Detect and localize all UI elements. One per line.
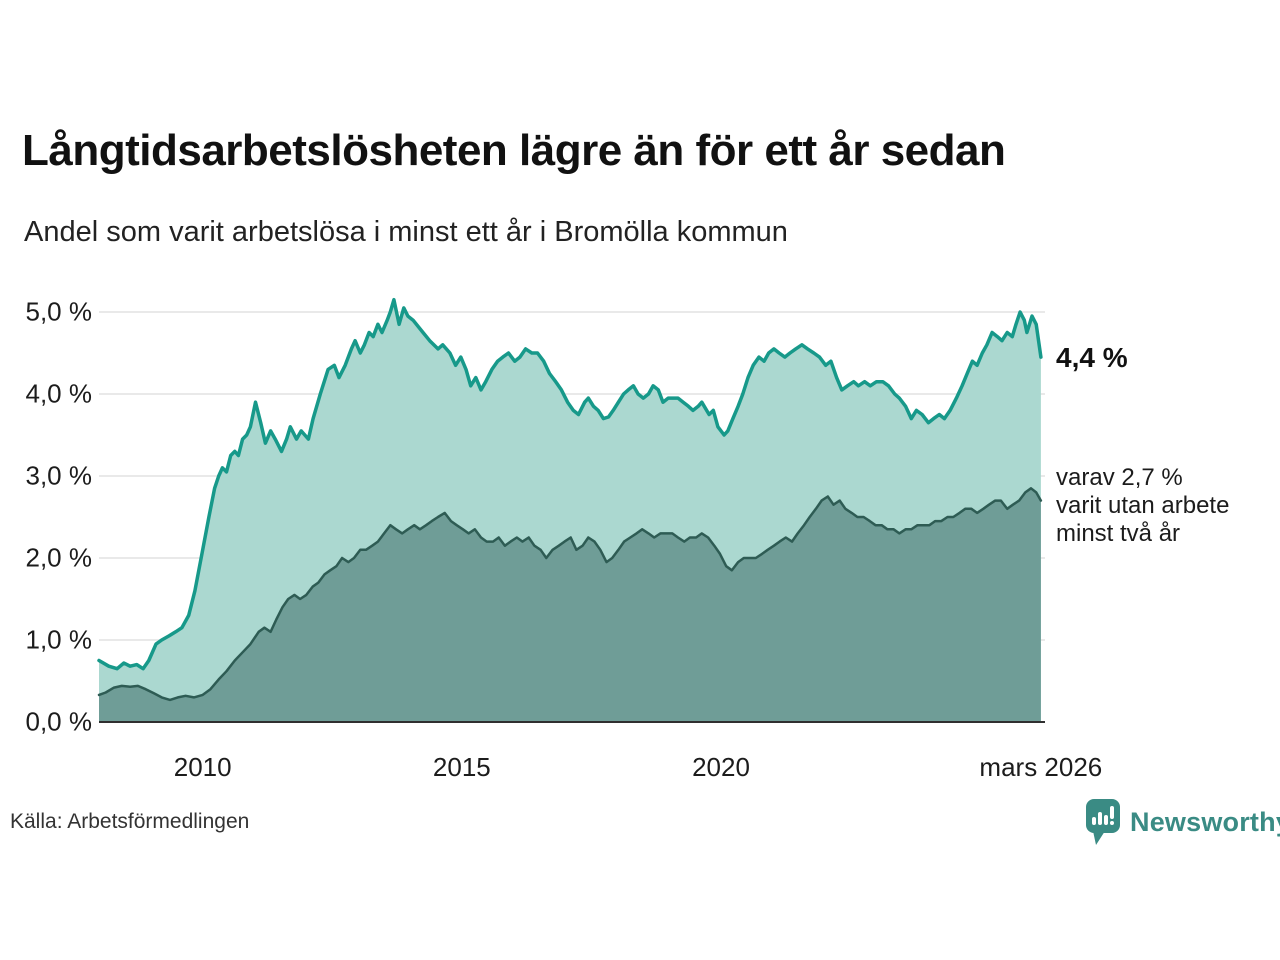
chart-title: Långtidsarbetslösheten lägre än för ett … [22,126,1006,175]
y-tick-label: 1,0 % [25,624,93,655]
y-tick-label: 2,0 % [25,542,93,573]
chart-subtitle: Andel som varit arbetslösa i minst ett å… [24,216,788,248]
source-label: Källa: Arbetsförmedlingen [10,810,250,833]
line-two-years [97,487,1043,702]
area-two-years [99,488,1041,722]
x-tick-label: mars 2026 [979,752,1103,782]
x-tick-label: 2020 [692,752,750,782]
x-tick-label: 2010 [173,752,232,782]
two-year-annotation: varav 2,7 % varit utan arbete minst två … [1056,464,1230,547]
newsworthy-chart-bubble-icon [1086,799,1120,845]
y-tick-label: 4,0 % [25,378,93,409]
x-tick-label: 2015 [432,752,491,782]
y-tick-label: 3,0 % [25,460,93,491]
y-tick-label: 5,0 % [25,296,93,327]
y-tick-label: 0,0 % [25,706,93,737]
newsworthy-logo: Newsworthy [1086,797,1280,847]
line-total [97,297,1043,671]
latest-value-label: 4,4 % [1056,342,1128,373]
brand-name: Newsworthy [1130,806,1280,837]
